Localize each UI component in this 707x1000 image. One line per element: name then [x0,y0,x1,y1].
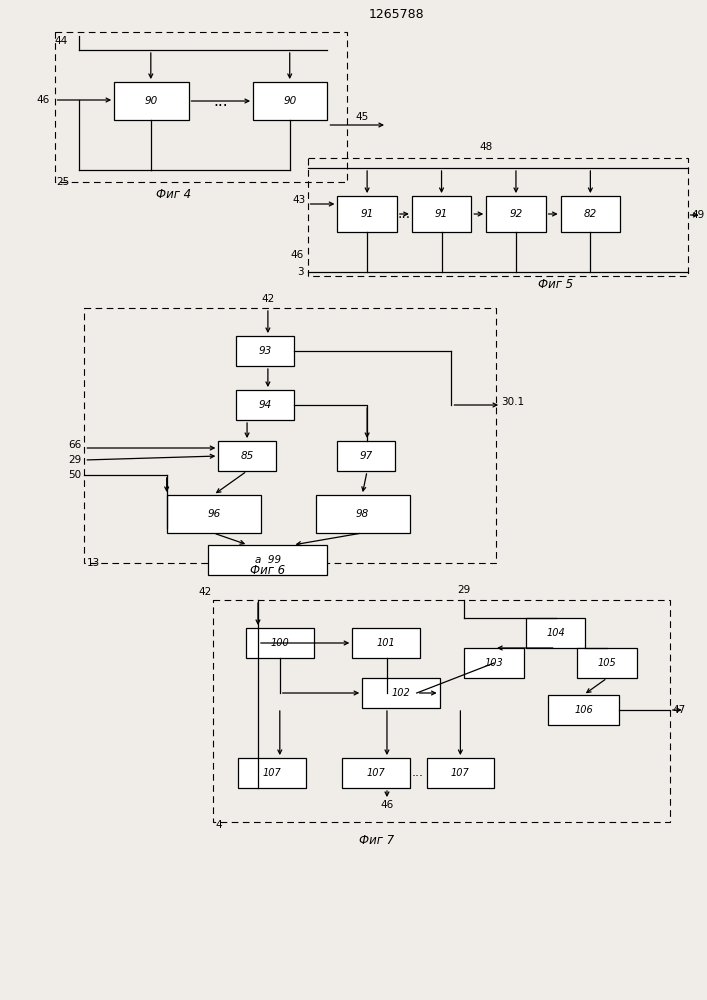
Text: ...: ... [411,766,423,780]
Bar [253,82,327,120]
Bar [54,32,347,182]
Bar [209,545,327,575]
Bar [236,390,293,420]
Text: 94: 94 [258,400,271,410]
Bar [352,628,420,658]
Text: 93: 93 [258,346,271,356]
Bar [486,196,546,232]
Bar [464,648,524,678]
Text: 96: 96 [207,509,221,519]
Text: 85: 85 [240,451,254,461]
Bar [236,336,293,366]
Bar [84,308,496,563]
Text: 90: 90 [284,96,297,106]
Text: 66: 66 [68,440,81,450]
Text: 98: 98 [356,509,369,519]
Text: 30.1: 30.1 [501,397,524,407]
Bar [308,158,688,276]
Bar [246,628,313,658]
Bar [526,618,585,648]
Text: 25: 25 [57,177,70,187]
Text: 106: 106 [574,705,592,715]
Text: 42: 42 [262,294,274,304]
Bar [315,495,410,533]
Text: 104: 104 [547,628,565,638]
Text: 92: 92 [509,209,522,219]
Text: 43: 43 [293,195,305,205]
Text: 1265788: 1265788 [369,7,425,20]
Bar [337,441,395,471]
Bar [114,82,189,120]
Text: 90: 90 [145,96,158,106]
Text: 4: 4 [216,820,222,830]
Text: 46: 46 [36,95,49,105]
Bar [238,758,305,788]
Bar [426,758,494,788]
Bar [167,495,261,533]
Text: 91: 91 [435,209,448,219]
Text: 82: 82 [584,209,597,219]
Text: 13: 13 [86,558,100,568]
Bar [411,196,472,232]
Text: Фиг 7: Фиг 7 [359,834,395,846]
Text: 46: 46 [291,250,303,260]
Text: 91: 91 [361,209,374,219]
Text: 107: 107 [451,768,469,778]
Bar [548,695,619,725]
Text: 48: 48 [479,142,493,152]
Text: Фиг 5: Фиг 5 [538,277,573,290]
Text: 105: 105 [598,658,617,668]
Bar [561,196,620,232]
Text: 103: 103 [485,658,503,668]
Bar [214,600,670,822]
Text: 29: 29 [457,585,471,595]
Text: 50: 50 [69,470,81,480]
Bar [362,678,440,708]
Text: 46: 46 [380,800,394,810]
Text: 47: 47 [673,705,686,715]
Text: 49: 49 [691,210,705,220]
Text: 44: 44 [54,36,68,46]
Text: Фиг 4: Фиг 4 [156,188,191,202]
Bar [218,441,276,471]
Bar [337,196,397,232]
Text: a  99: a 99 [255,555,281,565]
Text: ...: ... [213,94,228,108]
Text: ...: ... [397,207,410,221]
Bar [342,758,410,788]
Text: 42: 42 [198,587,211,597]
Bar [578,648,637,678]
Text: 107: 107 [367,768,385,778]
Text: Фиг 6: Фиг 6 [250,564,286,576]
Text: 101: 101 [377,638,395,648]
Text: 3: 3 [297,267,303,277]
Text: 29: 29 [68,455,81,465]
Text: 97: 97 [359,451,373,461]
Text: 100: 100 [271,638,289,648]
Text: 107: 107 [262,768,281,778]
Text: 45: 45 [355,112,368,122]
Text: 102: 102 [392,688,410,698]
